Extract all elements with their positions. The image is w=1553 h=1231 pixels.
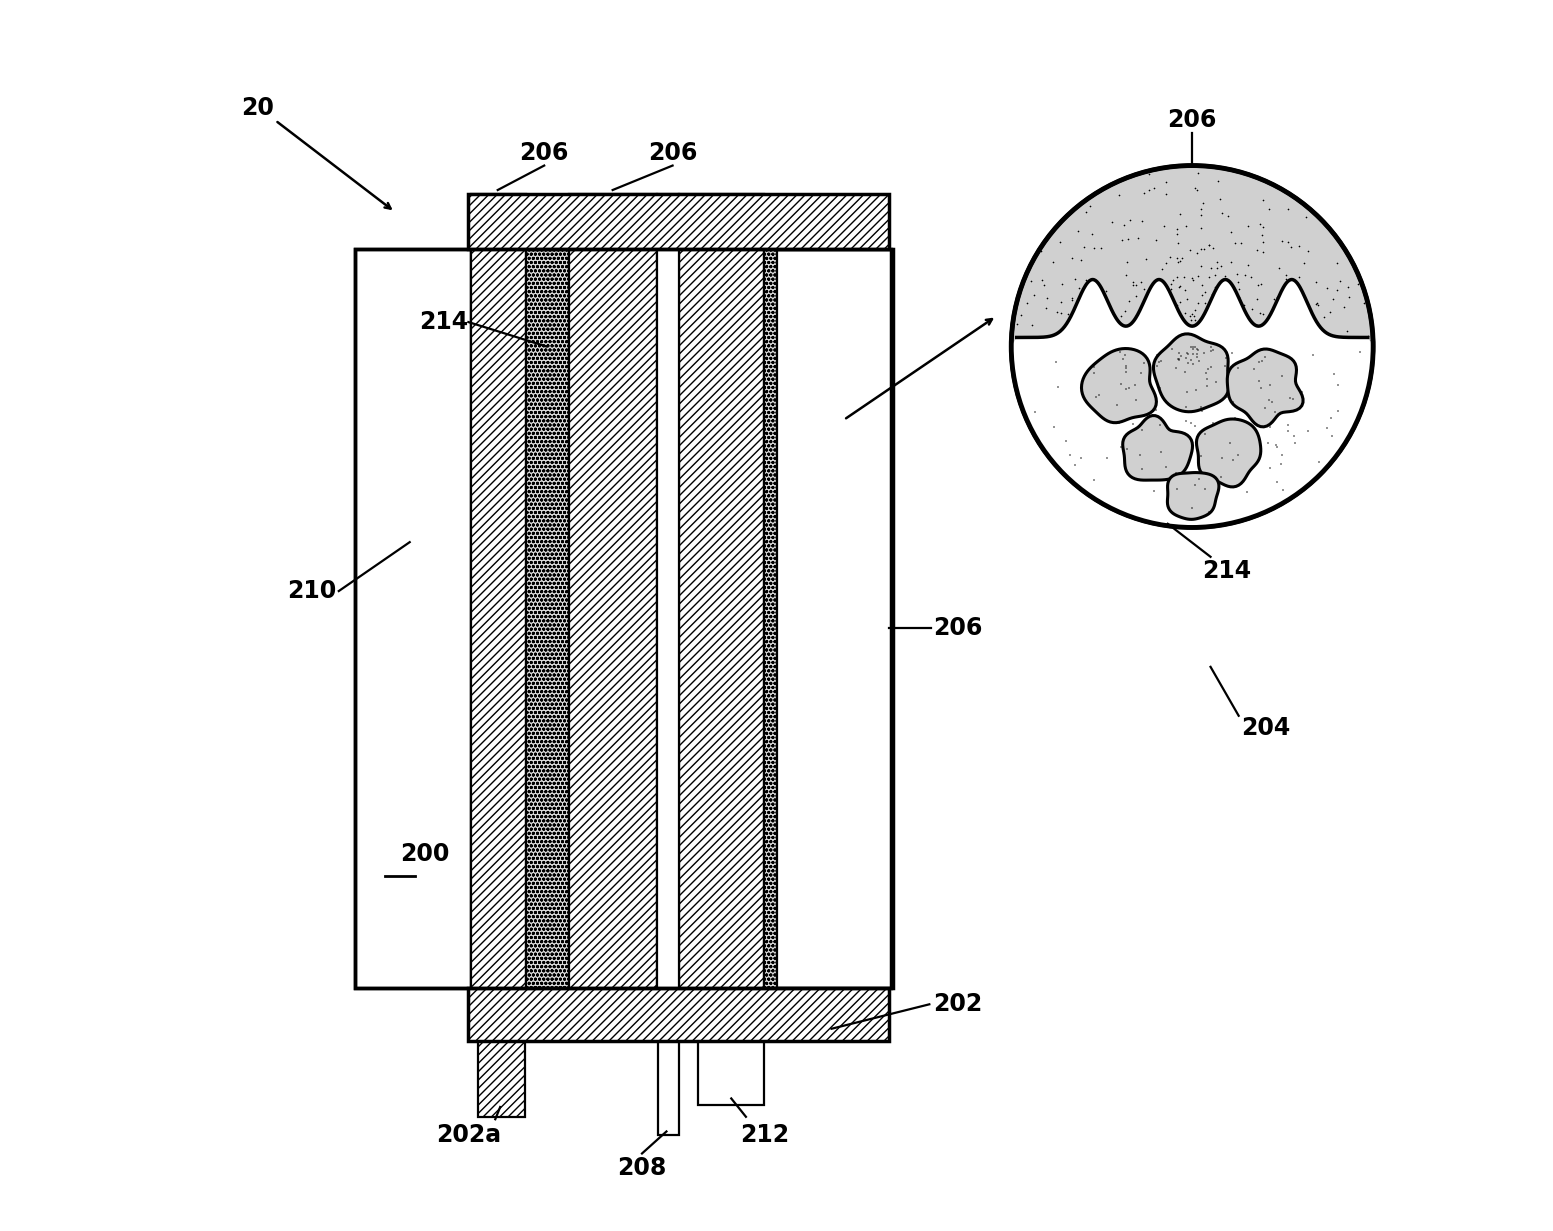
Polygon shape	[1168, 473, 1219, 519]
Text: 206: 206	[933, 616, 983, 640]
Text: 200: 200	[401, 842, 449, 865]
Text: 202a: 202a	[436, 1123, 502, 1147]
Polygon shape	[1227, 350, 1303, 427]
Text: 210: 210	[287, 579, 337, 603]
Text: 202: 202	[933, 992, 981, 1017]
Bar	[478, 1041, 525, 1117]
Text: 214: 214	[1202, 559, 1252, 583]
Polygon shape	[1123, 416, 1193, 480]
Bar	[699, 1041, 764, 1104]
Bar	[657, 193, 679, 1041]
Text: 214: 214	[419, 310, 469, 334]
Polygon shape	[1011, 279, 1373, 527]
Text: 206: 206	[648, 142, 697, 165]
Text: 208: 208	[618, 1156, 666, 1181]
Polygon shape	[1081, 348, 1157, 422]
Bar	[469, 988, 888, 1041]
Text: 206: 206	[520, 142, 568, 165]
Bar	[354, 249, 893, 988]
Text: 20: 20	[241, 96, 273, 121]
Bar	[764, 218, 776, 1019]
Bar	[679, 193, 764, 1041]
Bar	[354, 249, 471, 988]
Bar	[469, 193, 888, 249]
Bar	[773, 249, 891, 988]
Bar	[471, 193, 526, 1041]
Circle shape	[1011, 165, 1373, 527]
Polygon shape	[1196, 419, 1261, 487]
Text: 212: 212	[739, 1123, 789, 1147]
Bar	[568, 193, 657, 1041]
Bar	[658, 1041, 679, 1135]
Bar	[526, 218, 568, 1019]
Text: 204: 204	[1241, 716, 1291, 740]
Polygon shape	[1154, 334, 1228, 411]
Text: 206: 206	[1168, 108, 1218, 132]
